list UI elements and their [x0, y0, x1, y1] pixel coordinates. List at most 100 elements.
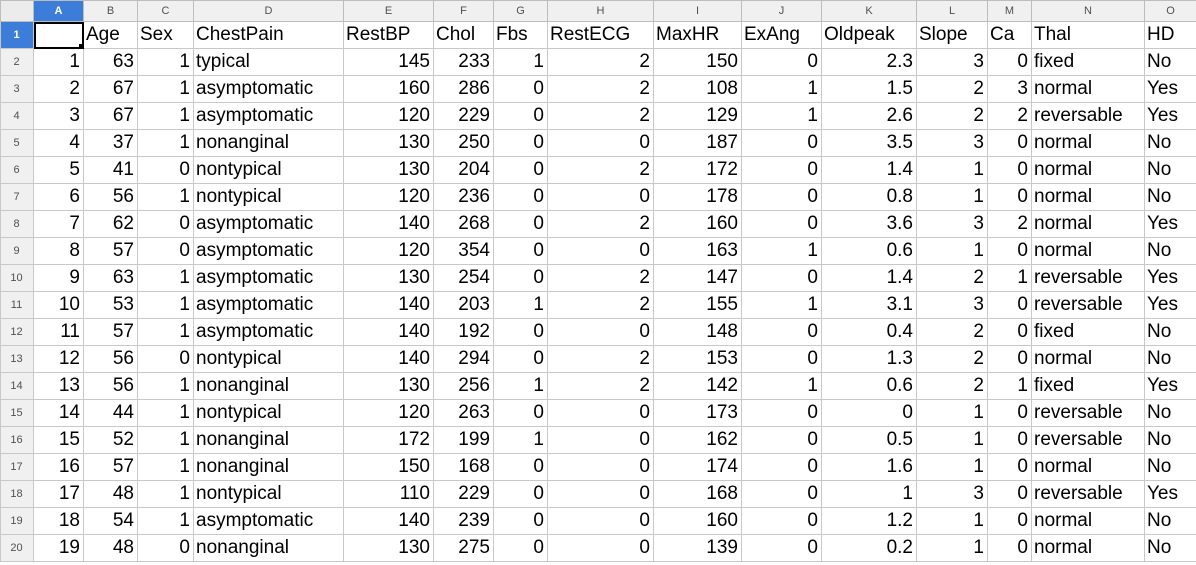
- cell-m16[interactable]: 0: [987, 426, 1032, 454]
- cell-g2[interactable]: 1: [493, 48, 548, 76]
- column-header-l[interactable]: L: [916, 0, 988, 22]
- cell-c2[interactable]: 1: [137, 48, 194, 76]
- cell-a1[interactable]: [33, 21, 84, 49]
- cell-l1[interactable]: Slope: [916, 21, 988, 49]
- cell-g19[interactable]: 0: [493, 507, 548, 535]
- cell-n11[interactable]: reversable: [1031, 291, 1145, 319]
- cell-h20[interactable]: 0: [547, 534, 654, 562]
- cell-c3[interactable]: 1: [137, 75, 194, 103]
- cell-j14[interactable]: 1: [741, 372, 822, 400]
- cell-m3[interactable]: 3: [987, 75, 1032, 103]
- cell-m18[interactable]: 0: [987, 480, 1032, 508]
- cell-i8[interactable]: 160: [653, 210, 742, 238]
- cell-h18[interactable]: 0: [547, 480, 654, 508]
- cell-e16[interactable]: 172: [343, 426, 434, 454]
- cell-b8[interactable]: 62: [83, 210, 138, 238]
- cell-d14[interactable]: nonanginal: [193, 372, 344, 400]
- cell-e3[interactable]: 160: [343, 75, 434, 103]
- column-header-b[interactable]: B: [83, 0, 138, 22]
- cell-k14[interactable]: 0.6: [821, 372, 917, 400]
- cell-g11[interactable]: 1: [493, 291, 548, 319]
- cell-o17[interactable]: No: [1144, 453, 1196, 481]
- cell-e19[interactable]: 140: [343, 507, 434, 535]
- cell-g14[interactable]: 1: [493, 372, 548, 400]
- cell-n12[interactable]: fixed: [1031, 318, 1145, 346]
- cell-a4[interactable]: 3: [33, 102, 84, 130]
- cell-i19[interactable]: 160: [653, 507, 742, 535]
- cell-d17[interactable]: nonanginal: [193, 453, 344, 481]
- cell-b20[interactable]: 48: [83, 534, 138, 562]
- column-header-c[interactable]: C: [137, 0, 194, 22]
- cell-n18[interactable]: reversable: [1031, 480, 1145, 508]
- cell-o15[interactable]: No: [1144, 399, 1196, 427]
- cell-i13[interactable]: 153: [653, 345, 742, 373]
- autofill-handle[interactable]: [79, 44, 83, 48]
- cell-a2[interactable]: 1: [33, 48, 84, 76]
- cell-d11[interactable]: asymptomatic: [193, 291, 344, 319]
- cell-f13[interactable]: 294: [433, 345, 494, 373]
- cell-i10[interactable]: 147: [653, 264, 742, 292]
- cell-b15[interactable]: 44: [83, 399, 138, 427]
- cell-m19[interactable]: 0: [987, 507, 1032, 535]
- cell-k4[interactable]: 2.6: [821, 102, 917, 130]
- cell-c12[interactable]: 1: [137, 318, 194, 346]
- cell-l15[interactable]: 1: [916, 399, 988, 427]
- cell-n10[interactable]: reversable: [1031, 264, 1145, 292]
- cell-f8[interactable]: 268: [433, 210, 494, 238]
- cell-a13[interactable]: 12: [33, 345, 84, 373]
- cell-h2[interactable]: 2: [547, 48, 654, 76]
- cell-c8[interactable]: 0: [137, 210, 194, 238]
- cell-a20[interactable]: 19: [33, 534, 84, 562]
- cell-e15[interactable]: 120: [343, 399, 434, 427]
- cell-b7[interactable]: 56: [83, 183, 138, 211]
- cell-e12[interactable]: 140: [343, 318, 434, 346]
- cell-f6[interactable]: 204: [433, 156, 494, 184]
- column-header-h[interactable]: H: [547, 0, 654, 22]
- cell-k7[interactable]: 0.8: [821, 183, 917, 211]
- cell-j16[interactable]: 0: [741, 426, 822, 454]
- cell-o4[interactable]: Yes: [1144, 102, 1196, 130]
- cell-g17[interactable]: 0: [493, 453, 548, 481]
- cell-j19[interactable]: 0: [741, 507, 822, 535]
- cell-d2[interactable]: typical: [193, 48, 344, 76]
- row-header-3[interactable]: 3: [0, 75, 34, 103]
- cell-f1[interactable]: Chol: [433, 21, 494, 49]
- cell-h6[interactable]: 2: [547, 156, 654, 184]
- cell-h11[interactable]: 2: [547, 291, 654, 319]
- cell-f7[interactable]: 236: [433, 183, 494, 211]
- cell-i17[interactable]: 174: [653, 453, 742, 481]
- column-header-k[interactable]: K: [821, 0, 917, 22]
- cell-g15[interactable]: 0: [493, 399, 548, 427]
- cell-e2[interactable]: 145: [343, 48, 434, 76]
- cell-m5[interactable]: 0: [987, 129, 1032, 157]
- cell-k2[interactable]: 2.3: [821, 48, 917, 76]
- cell-b10[interactable]: 63: [83, 264, 138, 292]
- cell-o11[interactable]: Yes: [1144, 291, 1196, 319]
- cell-i2[interactable]: 150: [653, 48, 742, 76]
- cell-m20[interactable]: 0: [987, 534, 1032, 562]
- cell-b19[interactable]: 54: [83, 507, 138, 535]
- cell-b11[interactable]: 53: [83, 291, 138, 319]
- row-header-4[interactable]: 4: [0, 102, 34, 130]
- cell-k10[interactable]: 1.4: [821, 264, 917, 292]
- column-header-i[interactable]: I: [653, 0, 742, 22]
- cell-a9[interactable]: 8: [33, 237, 84, 265]
- cell-c18[interactable]: 1: [137, 480, 194, 508]
- row-header-13[interactable]: 13: [0, 345, 34, 373]
- cell-h9[interactable]: 0: [547, 237, 654, 265]
- cell-g12[interactable]: 0: [493, 318, 548, 346]
- cell-n19[interactable]: normal: [1031, 507, 1145, 535]
- cell-m2[interactable]: 0: [987, 48, 1032, 76]
- cell-d3[interactable]: asymptomatic: [193, 75, 344, 103]
- cell-d8[interactable]: asymptomatic: [193, 210, 344, 238]
- row-header-12[interactable]: 12: [0, 318, 34, 346]
- column-header-n[interactable]: N: [1031, 0, 1145, 22]
- cell-c14[interactable]: 1: [137, 372, 194, 400]
- cell-j6[interactable]: 0: [741, 156, 822, 184]
- cell-h13[interactable]: 2: [547, 345, 654, 373]
- cell-e18[interactable]: 110: [343, 480, 434, 508]
- row-header-1[interactable]: 1: [0, 21, 34, 49]
- cell-m8[interactable]: 2: [987, 210, 1032, 238]
- cell-k20[interactable]: 0.2: [821, 534, 917, 562]
